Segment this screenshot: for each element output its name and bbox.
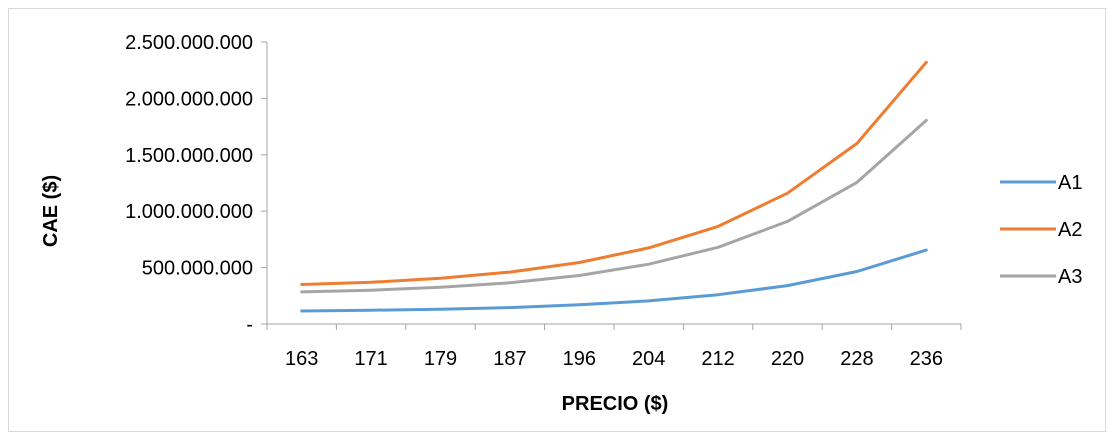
x-tick-label: 171 [354, 348, 387, 370]
y-tick-label: 1.000.000.000 [125, 201, 253, 223]
x-axis-title: PRECIO ($) [562, 393, 669, 415]
x-tick-label: 163 [285, 348, 318, 370]
axes: - 500.000.000 1.000.000.000 1.500.000.000 2.… [125, 32, 962, 370]
legend: A1 A2 A3 [1000, 172, 1082, 288]
series-line-a1 [300, 248, 928, 313]
y-tick-label: - [246, 314, 253, 336]
x-tick-label: 187 [493, 348, 526, 370]
x-tick-label: 204 [632, 348, 665, 370]
series-line-a2 [300, 60, 928, 286]
y-tick-label: 1.500.000.000 [125, 145, 253, 167]
x-tick-label: 236 [910, 348, 943, 370]
x-tick-label: 196 [563, 348, 596, 370]
x-tick-label: 220 [771, 348, 804, 370]
y-tick-label: 2.000.000.000 [125, 88, 253, 110]
series-lines [300, 60, 928, 313]
legend-label-a2: A2 [1058, 219, 1082, 241]
x-tick-label: 212 [701, 348, 734, 370]
y-axis-title: CAE ($) [40, 175, 62, 247]
legend-label-a3: A3 [1058, 266, 1082, 288]
x-tick-label: 179 [424, 348, 457, 370]
series-line-a3 [300, 118, 928, 294]
y-tick-label: 500.000.000 [142, 258, 253, 280]
chart-frame [8, 8, 1106, 432]
y-tick-label: 2.500.000.000 [125, 32, 253, 54]
legend-label-a1: A1 [1058, 172, 1082, 194]
x-tick-label: 228 [840, 348, 873, 370]
